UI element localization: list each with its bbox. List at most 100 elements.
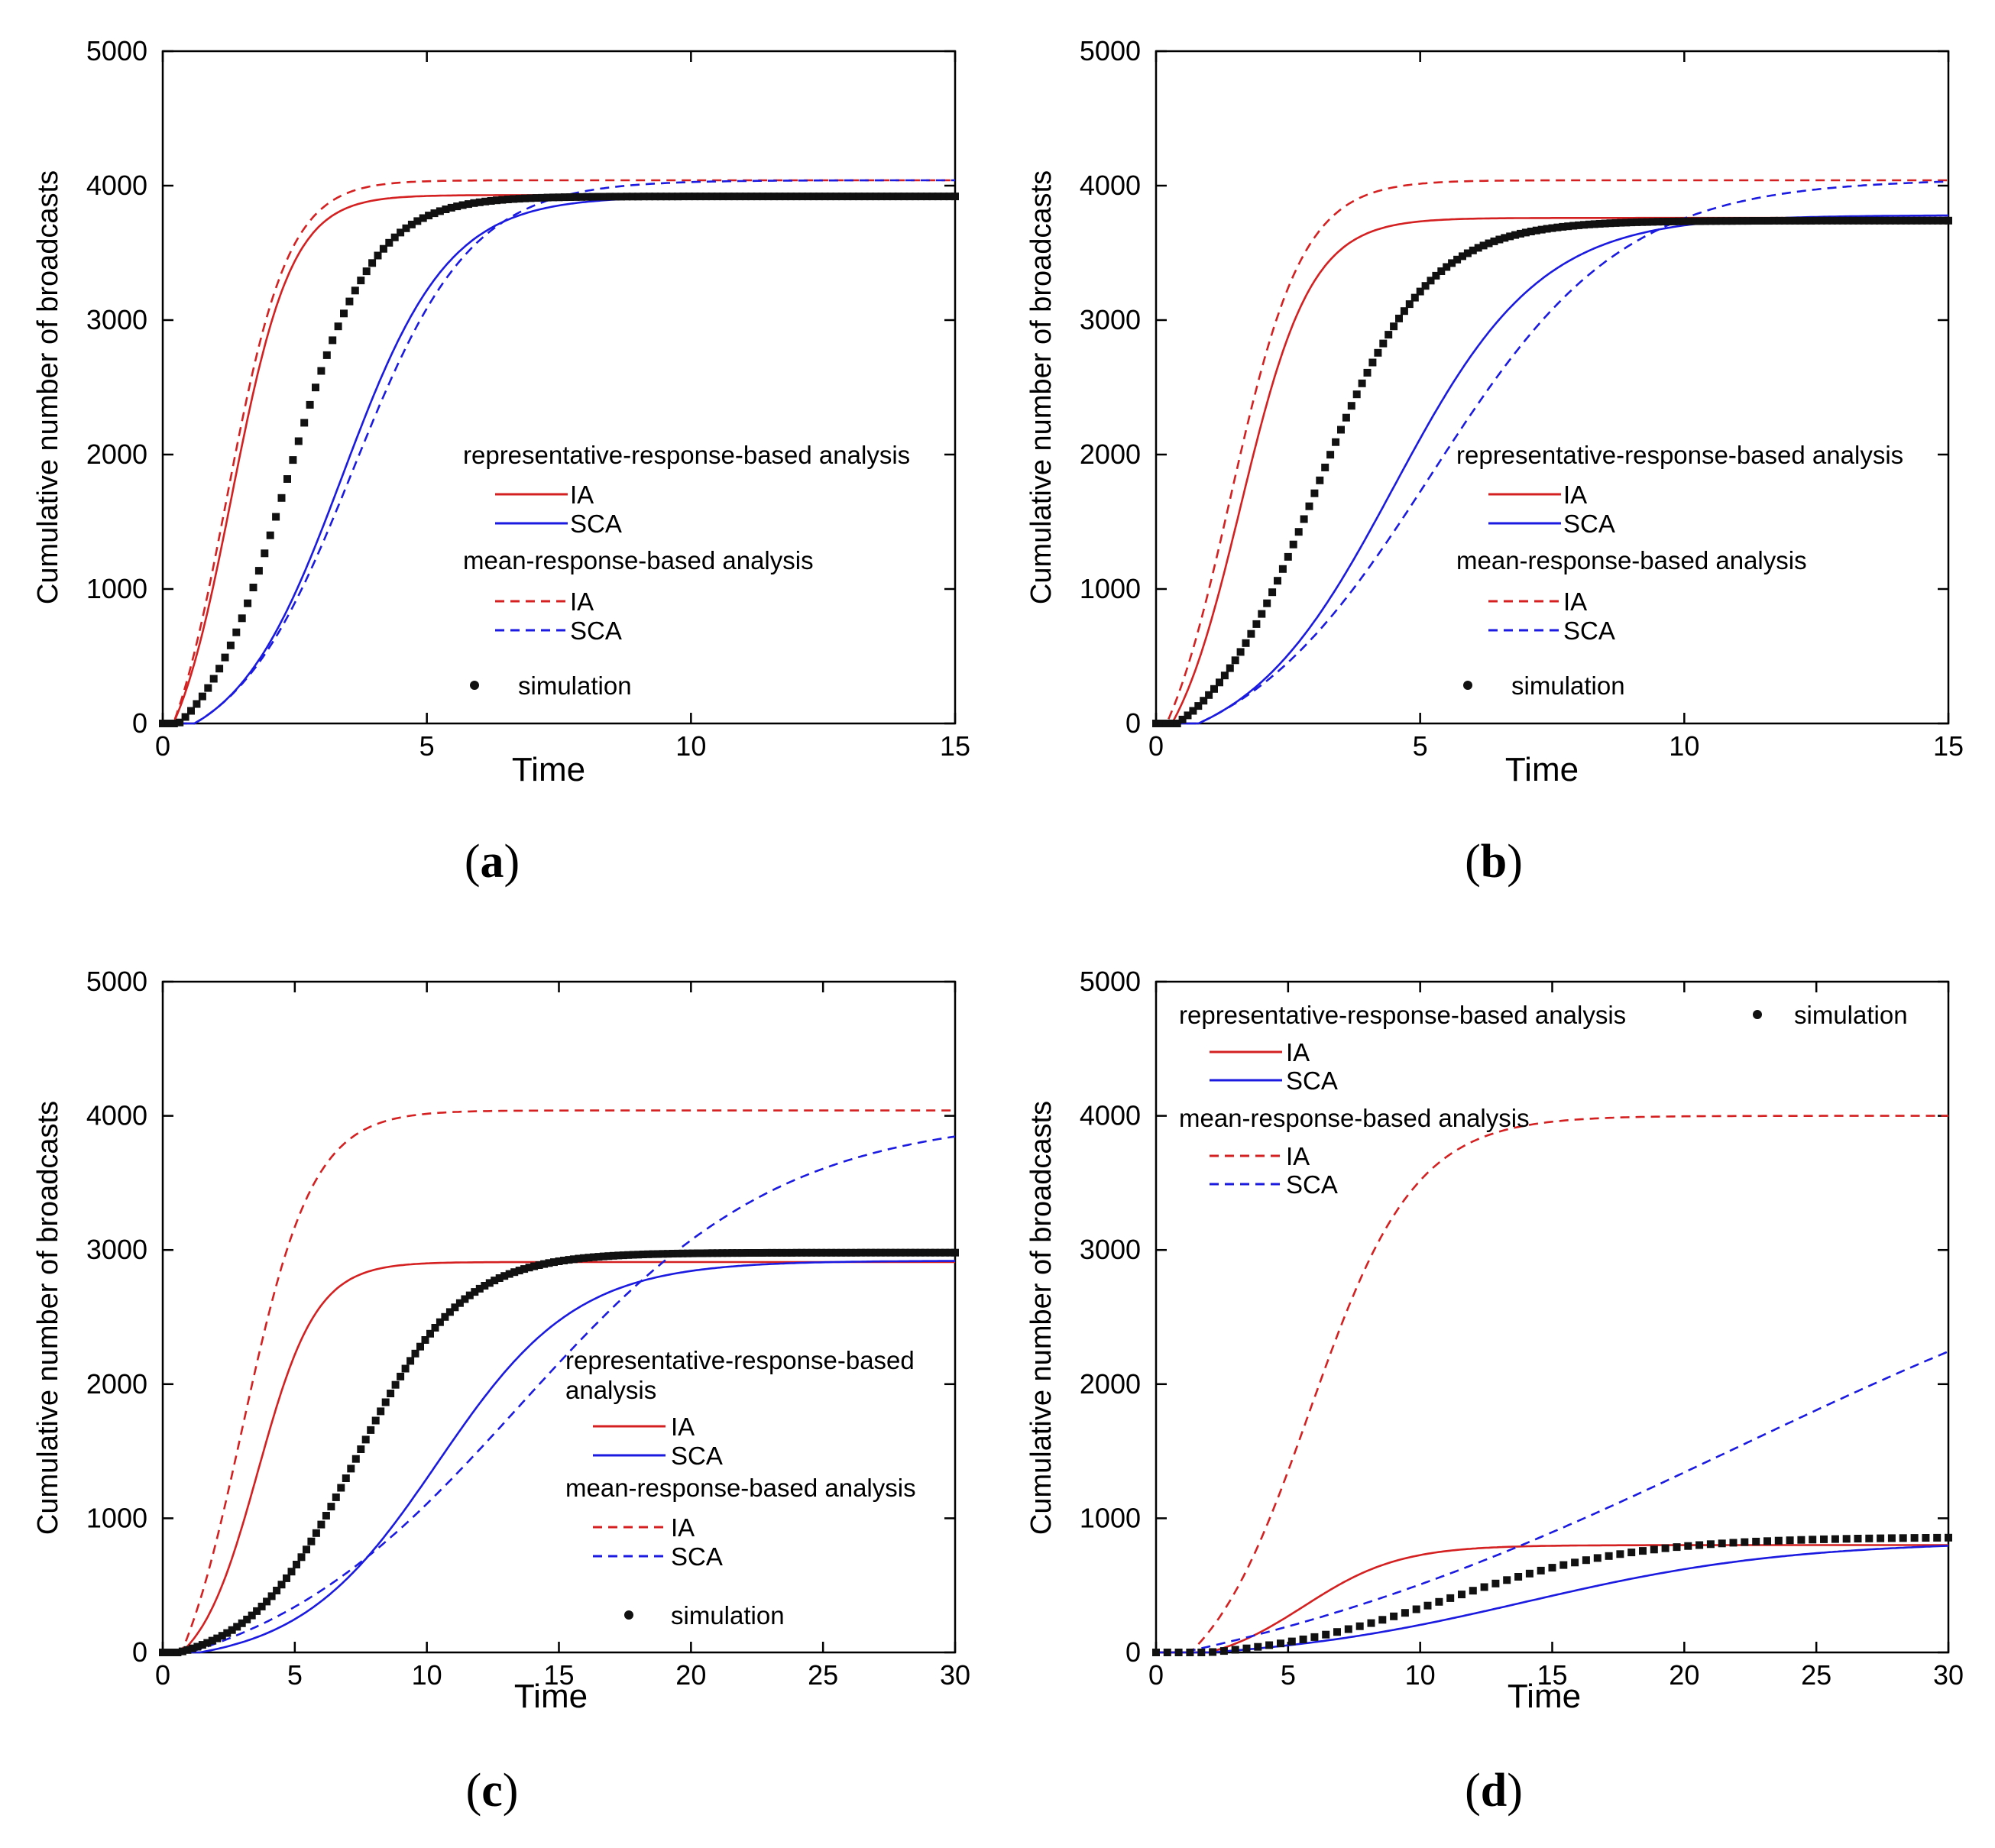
simulation-point <box>741 193 750 201</box>
simulation-point <box>1278 565 1287 573</box>
simulation-point <box>1247 629 1255 638</box>
simulation-point <box>945 193 954 201</box>
simulation-point <box>1854 1535 1862 1542</box>
y-tick-label: 2000 <box>86 439 147 470</box>
simulation-point <box>1405 300 1414 309</box>
simulation-point <box>249 584 257 591</box>
simulation-point <box>674 193 682 201</box>
simulation-point <box>340 309 348 318</box>
simulation-point <box>1459 252 1466 261</box>
simulation-point <box>555 1257 563 1265</box>
legend-rep-sca-label: SCA <box>671 1442 723 1470</box>
simulation-point <box>532 194 540 202</box>
simulation-point <box>1527 228 1535 235</box>
simulation-point <box>656 193 665 201</box>
series-mean-ia-line <box>163 179 955 725</box>
simulation-point <box>1517 229 1524 238</box>
simulation-point <box>248 1611 256 1620</box>
simulation-point <box>792 193 801 201</box>
simulation-points <box>1152 1533 1952 1656</box>
series-mean-ia-line <box>1156 179 1948 725</box>
y-tick-label: 4000 <box>1080 1100 1141 1131</box>
y-tick-label: 5000 <box>86 35 147 66</box>
simulation-point <box>809 193 818 201</box>
simulation-point <box>585 1254 593 1262</box>
x-tick-label: 5 <box>419 730 435 762</box>
simulation-point <box>193 700 201 708</box>
simulation-point <box>243 1615 251 1623</box>
x-tick-label: 30 <box>1933 1659 1964 1691</box>
simulation-point <box>844 193 852 201</box>
simulation-point <box>223 1629 232 1637</box>
simulation-point <box>1284 552 1292 561</box>
simulation-point <box>1277 1639 1284 1648</box>
simulation-point <box>759 193 767 201</box>
simulation-point <box>1189 707 1197 715</box>
simulation-point <box>646 193 653 201</box>
legend-simulation-label: simulation <box>1511 672 1625 700</box>
simulation-point <box>183 1646 192 1654</box>
simulation-point <box>623 193 631 201</box>
simulation-point <box>1395 314 1403 322</box>
simulation-point <box>277 1581 286 1589</box>
simulation-point <box>436 1318 444 1326</box>
legend-mean-sca-label: SCA <box>1563 617 1615 645</box>
legend-group-mean: mean-response-based analysis <box>463 546 814 574</box>
simulation-point <box>1501 234 1509 242</box>
simulation-point <box>401 1364 410 1373</box>
simulation-point <box>273 1587 281 1594</box>
simulation-point <box>640 193 648 201</box>
simulation-point <box>1446 1594 1455 1602</box>
x-tick-label: 30 <box>940 1659 970 1691</box>
simulation-point <box>1606 219 1614 228</box>
simulation-point <box>1691 217 1699 225</box>
simulation-point <box>1945 1533 1952 1542</box>
simulation-point <box>322 351 331 359</box>
simulation-point <box>1818 216 1826 225</box>
simulation-point <box>1432 271 1440 280</box>
simulation-point <box>1231 1646 1239 1654</box>
simulation-point <box>782 1248 791 1257</box>
simulation-point <box>1347 402 1355 410</box>
simulation-point <box>453 202 462 211</box>
simulation-point <box>862 1248 870 1257</box>
simulation-point <box>1184 711 1192 720</box>
y-tick-label: 2000 <box>1080 439 1141 470</box>
simulation-point <box>159 720 167 727</box>
simulation-point <box>1887 216 1894 225</box>
simulation-point <box>447 203 455 212</box>
simulation-point <box>649 1250 657 1258</box>
series-rep-sca-line <box>163 1260 955 1654</box>
simulation-point <box>1210 685 1218 693</box>
axis-ticks: 0 5 10 15 20 25 30 0 1000 2000 3000 4000 5000 <box>1080 966 1964 1691</box>
simulation-point <box>1274 577 1281 585</box>
simulation-point <box>187 707 195 715</box>
simulation-point <box>198 1641 206 1649</box>
simulation-point <box>1287 1637 1296 1646</box>
y-tick-label: 4000 <box>86 170 147 201</box>
simulation-point <box>1390 1612 1398 1620</box>
x-tick-label: 20 <box>675 1659 706 1691</box>
simulation-point <box>1564 222 1572 231</box>
simulation-point <box>322 1512 330 1520</box>
simulation-point <box>495 1274 504 1282</box>
panel-label-d: (d) <box>1465 1765 1523 1817</box>
simulation-point <box>781 193 789 201</box>
simulation-point <box>792 1248 801 1257</box>
simulation-point <box>1595 220 1604 228</box>
simulation-point <box>515 1267 523 1275</box>
x-tick-label: 0 <box>155 730 170 762</box>
simulation-point <box>1453 255 1462 264</box>
simulation-point <box>397 228 405 237</box>
simulation-point <box>818 1248 825 1257</box>
simulation-point <box>1209 1648 1217 1656</box>
simulation-point <box>651 193 659 201</box>
simulation-point <box>555 193 563 202</box>
simulation-point <box>926 1248 934 1257</box>
series-curves <box>1156 1115 1949 1654</box>
simulation-point <box>1820 1535 1828 1543</box>
simulation-point <box>385 238 393 247</box>
simulation-point <box>1923 216 1932 225</box>
y-tick-label: 4000 <box>1080 170 1141 201</box>
simulation-point <box>753 193 761 201</box>
